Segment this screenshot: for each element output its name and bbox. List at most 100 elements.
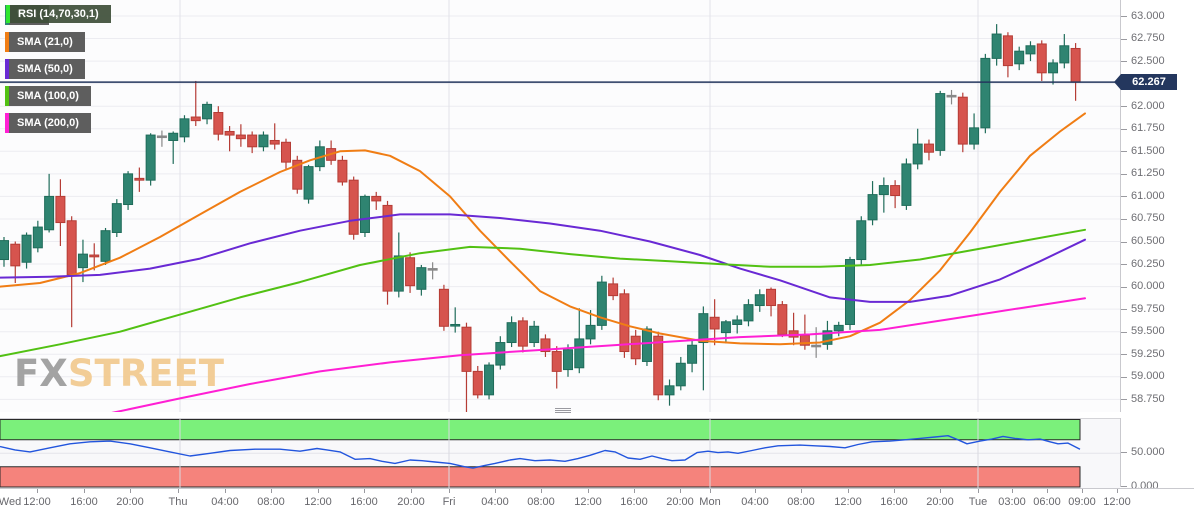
legend-item-sma-50-0[interactable]: SMA (50,0) — [5, 59, 85, 79]
candle-body — [269, 139, 280, 145]
candle-body — [563, 349, 573, 371]
candle-body — [77, 253, 88, 269]
candle-body — [585, 324, 596, 340]
candle-body — [1036, 43, 1047, 74]
candle-body — [393, 255, 404, 292]
price-tick — [1121, 106, 1127, 107]
candle-body — [382, 204, 393, 292]
time-tick — [318, 489, 319, 493]
sma-100-line — [0, 228, 1086, 358]
time-label-12-00: 12:00 — [304, 496, 332, 508]
time-tick — [588, 489, 589, 493]
price-tick — [1121, 61, 1127, 62]
panel-resize-grip[interactable] — [552, 407, 574, 416]
rsi-plot[interactable] — [0, 419, 1120, 488]
current-price-badge: 62.267 — [1114, 74, 1177, 90]
candle-body — [1048, 62, 1059, 74]
time-label-09-00: 09:00 — [1068, 496, 1096, 508]
rsi-axis[interactable]: 50.000 0.000 — [1120, 418, 1194, 492]
candle-body — [867, 194, 878, 221]
time-tick — [541, 489, 542, 493]
candle-body — [190, 116, 201, 122]
candle-body — [687, 344, 698, 364]
candle-body — [506, 322, 517, 344]
candle-body — [1070, 47, 1081, 83]
time-label-12-00: 12:00 — [1103, 496, 1131, 508]
candle-body — [653, 335, 664, 396]
rsi-axis-label: 50.000 — [1131, 446, 1165, 458]
candle-body — [179, 118, 190, 138]
time-tick — [130, 489, 131, 493]
candle-body — [608, 283, 619, 297]
time-label-tue: Tue — [968, 496, 988, 508]
watermark-street: STREET — [67, 352, 224, 395]
price-tick — [1121, 174, 1127, 175]
candle-body — [438, 288, 449, 327]
rsi-indicator-label[interactable]: RSI (14,70,30,1) — [6, 5, 111, 23]
time-label-04-00: 04:00 — [741, 496, 769, 508]
time-tick — [710, 489, 711, 493]
time-label-03-00: 03:00 — [998, 496, 1026, 508]
time-tick — [84, 489, 85, 493]
candle-body — [168, 132, 179, 141]
rsi-panel[interactable] — [0, 418, 1120, 489]
price-chart-canvas[interactable]: FXSTREET — [0, 0, 1120, 412]
time-label-16-00: 16:00 — [620, 496, 648, 508]
candle-body — [89, 254, 100, 258]
price-label: 61.000 — [1131, 190, 1165, 202]
time-label-16-00: 16:00 — [350, 496, 378, 508]
rsi-tick — [1121, 486, 1127, 487]
price-label: 61.500 — [1131, 145, 1165, 157]
candle-body — [281, 141, 291, 163]
candle-body — [213, 112, 224, 135]
time-tick — [940, 489, 941, 493]
price-label: 62.750 — [1131, 32, 1165, 44]
candle-body — [258, 134, 269, 148]
candle-body — [551, 351, 562, 372]
legend-item-sma-100-0[interactable]: SMA (100,0) — [5, 86, 91, 106]
price-label: 60.500 — [1131, 235, 1165, 247]
candle-body — [1014, 50, 1025, 65]
legend-item-sma-21-0[interactable]: SMA (21,0) — [5, 32, 85, 52]
candle-body — [111, 203, 122, 233]
candle-body — [55, 195, 66, 224]
price-tick — [1121, 129, 1127, 130]
candle-body — [100, 230, 111, 262]
candle-body — [630, 335, 641, 360]
candle-body — [484, 364, 495, 396]
time-tick — [848, 489, 849, 493]
time-label-20-00: 20:00 — [116, 496, 144, 508]
candle-body — [878, 185, 889, 196]
time-label-04-00: 04:00 — [481, 496, 509, 508]
price-tick — [1121, 354, 1127, 355]
candlestick-plot[interactable] — [0, 0, 1120, 412]
candle-body — [21, 234, 32, 263]
time-tick — [801, 489, 802, 493]
indicator-legend: WTISMA (21,0)SMA (50,0)SMA (100,0)SMA (2… — [5, 5, 91, 140]
sma-21-line — [0, 112, 1086, 346]
time-axis[interactable]: Wed 12:00 16:00 20:00 Thu 04:00 08:00 12:00 16:0… — [0, 488, 1194, 513]
legend-item-sma-200-0[interactable]: SMA (200,0) — [5, 113, 91, 133]
time-label-08-00: 08:00 — [257, 496, 285, 508]
candle-body — [709, 316, 720, 330]
price-tick — [1121, 399, 1127, 400]
candle-body — [461, 326, 472, 372]
candle-body — [427, 268, 438, 271]
candle-body — [698, 313, 709, 344]
price-tick — [1121, 242, 1127, 243]
candle-body — [957, 96, 968, 145]
price-label: 62.000 — [1131, 100, 1165, 112]
candle-body — [766, 288, 777, 307]
price-axis[interactable]: 63.000 62.750 62.500 62.000 61.750 61.500 61.2… — [1120, 0, 1194, 412]
rsi-tick — [1121, 452, 1127, 453]
candle-body — [303, 166, 314, 200]
time-tick — [449, 489, 450, 493]
time-tick — [364, 489, 365, 493]
price-label: 62.500 — [1131, 55, 1165, 67]
candle-body — [517, 320, 528, 347]
candle-body — [991, 33, 1002, 59]
candle-body — [359, 195, 370, 233]
time-tick — [178, 489, 179, 493]
price-label: 63.000 — [1131, 10, 1165, 22]
time-label-20-00: 20:00 — [397, 496, 425, 508]
